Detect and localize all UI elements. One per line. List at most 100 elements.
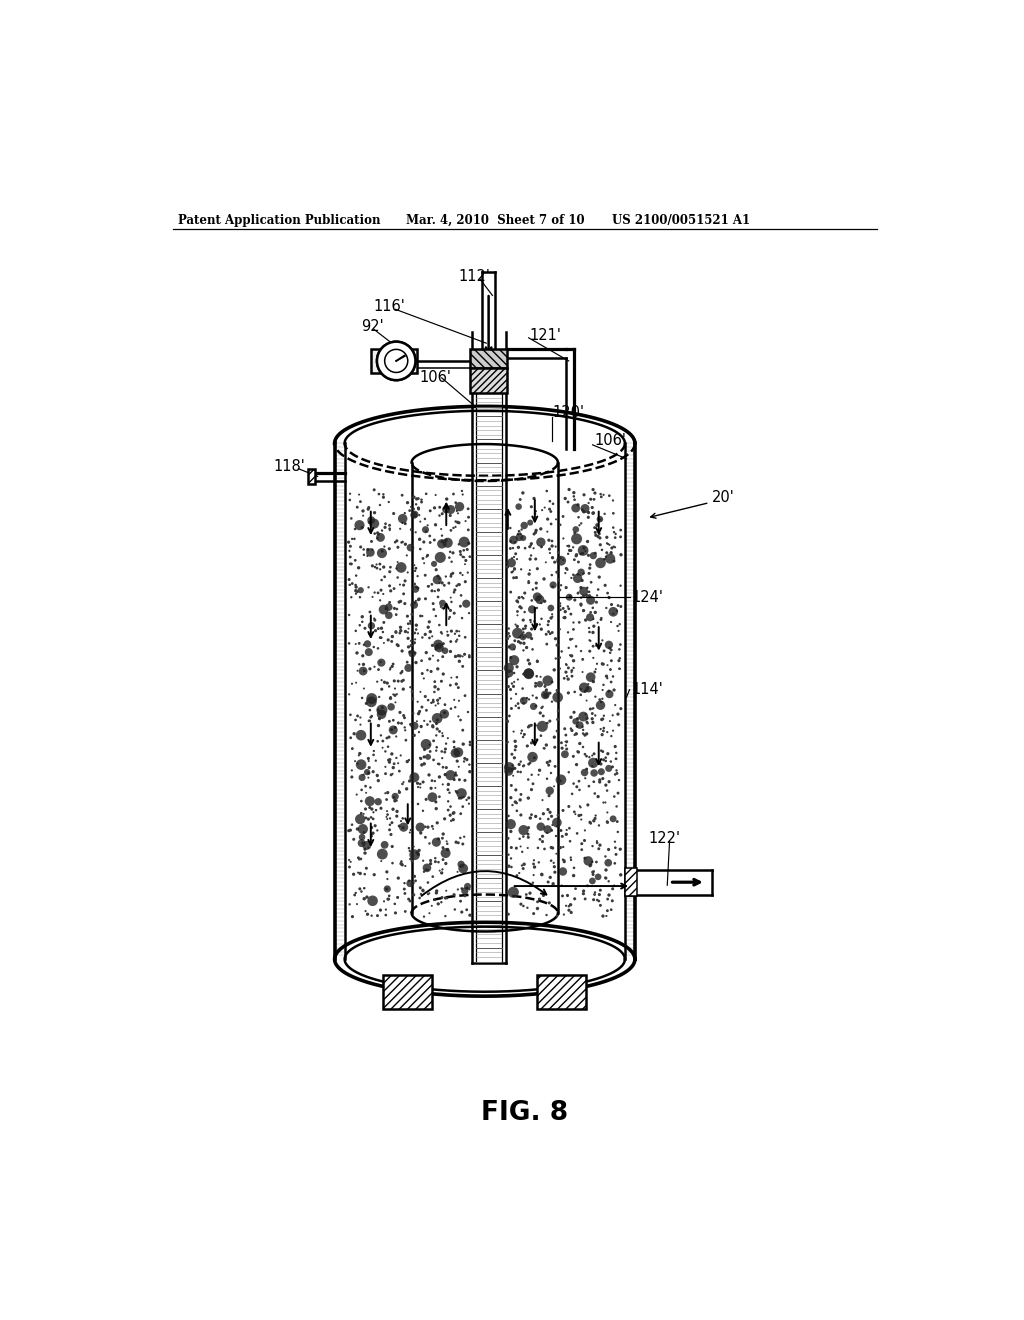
Point — [460, 562, 476, 583]
Point — [439, 887, 456, 908]
Point — [406, 884, 422, 906]
Point — [562, 603, 579, 624]
Point — [587, 543, 603, 564]
Point — [361, 797, 378, 818]
Point — [501, 705, 517, 726]
Point — [424, 770, 440, 791]
Point — [553, 548, 569, 569]
Point — [451, 626, 467, 647]
Point — [507, 630, 523, 651]
Point — [357, 776, 374, 797]
Point — [503, 847, 519, 869]
Point — [354, 611, 371, 632]
Point — [600, 743, 616, 764]
Point — [553, 820, 569, 841]
Point — [454, 902, 470, 923]
Point — [591, 884, 607, 906]
Point — [431, 496, 447, 517]
Point — [379, 672, 395, 693]
Point — [411, 498, 427, 519]
Point — [547, 862, 563, 883]
Point — [357, 799, 374, 820]
Point — [438, 758, 455, 779]
Point — [459, 899, 475, 920]
Point — [532, 667, 549, 688]
Point — [391, 591, 408, 612]
Point — [511, 527, 527, 548]
Point — [552, 595, 568, 616]
Point — [442, 631, 459, 652]
Point — [557, 731, 573, 752]
Point — [362, 543, 379, 564]
Point — [394, 640, 411, 661]
Point — [599, 812, 615, 833]
Point — [581, 492, 597, 513]
Point — [397, 620, 414, 642]
Text: 92': 92' — [361, 318, 384, 334]
Point — [406, 725, 422, 746]
Point — [504, 561, 520, 582]
Point — [509, 865, 525, 886]
Polygon shape — [308, 470, 315, 484]
Point — [442, 764, 459, 785]
Point — [503, 837, 519, 858]
Point — [373, 618, 389, 639]
Point — [550, 709, 566, 730]
Point — [515, 726, 531, 747]
Point — [577, 725, 593, 746]
Point — [546, 726, 562, 747]
Point — [506, 558, 522, 579]
Point — [514, 721, 530, 742]
Point — [392, 591, 409, 612]
Point — [452, 574, 468, 595]
Point — [341, 540, 357, 561]
Point — [341, 857, 357, 878]
Point — [344, 573, 360, 594]
Point — [526, 611, 543, 632]
Point — [577, 743, 593, 764]
Point — [605, 490, 622, 511]
Point — [510, 537, 526, 558]
Point — [384, 763, 400, 784]
Point — [520, 663, 537, 684]
Point — [595, 750, 611, 771]
Point — [352, 579, 369, 601]
Point — [534, 697, 550, 718]
Point — [429, 659, 445, 680]
Point — [612, 595, 629, 616]
Point — [598, 906, 614, 927]
Point — [582, 585, 598, 606]
Point — [531, 673, 548, 694]
Point — [371, 686, 387, 708]
Point — [552, 657, 568, 678]
Point — [597, 574, 613, 595]
Point — [418, 589, 434, 610]
Point — [421, 611, 437, 632]
Point — [535, 832, 551, 853]
Point — [360, 751, 377, 772]
Point — [572, 544, 589, 565]
Point — [433, 597, 450, 618]
Point — [342, 574, 358, 595]
Point — [451, 645, 467, 667]
Point — [503, 857, 519, 878]
Point — [376, 891, 392, 912]
Point — [520, 624, 537, 645]
Point — [386, 578, 402, 599]
Point — [373, 725, 389, 746]
Point — [420, 859, 436, 880]
Point — [354, 818, 371, 840]
Point — [370, 582, 386, 603]
Point — [602, 548, 618, 569]
Point — [421, 627, 437, 648]
Point — [439, 532, 456, 553]
Point — [391, 760, 408, 781]
Point — [593, 741, 609, 762]
Point — [589, 890, 605, 911]
Point — [575, 562, 592, 583]
Point — [506, 529, 522, 550]
Point — [569, 494, 586, 515]
Point — [581, 678, 597, 700]
Text: 114': 114' — [631, 682, 663, 697]
Point — [446, 689, 463, 710]
